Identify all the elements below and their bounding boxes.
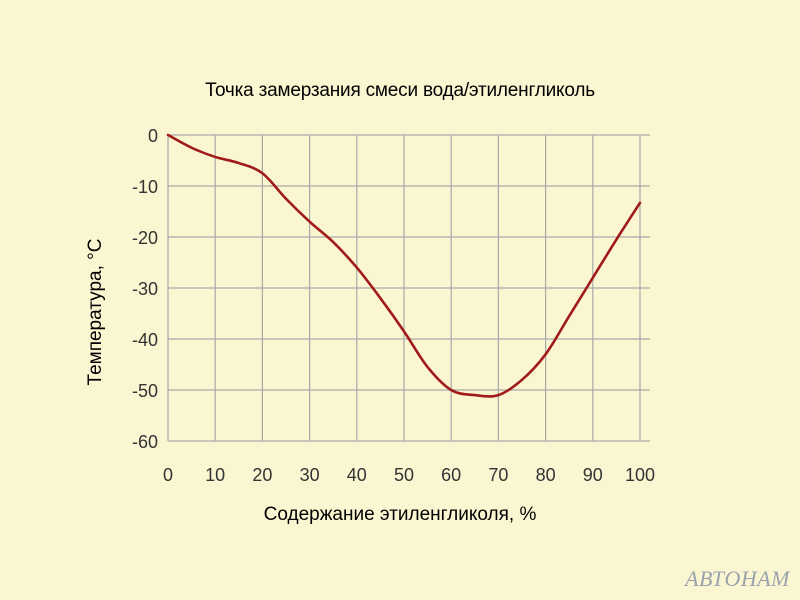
watermark-logo: АВТОНАМ [685,566,790,591]
x-axis-label: Содержание этиленгликоля, % [264,504,537,525]
x-tick-label: 20 [252,465,272,485]
series-layer [166,133,642,398]
grid [167,134,650,442]
x-tick-label: 10 [205,465,225,485]
chart-title: Точка замерзания смеси вода/этиленгликол… [205,80,595,101]
y-tick-label: -30 [132,279,158,299]
x-tick-label: 100 [625,465,655,485]
x-tick-label: 80 [536,465,556,485]
y-tick-label: -40 [132,330,158,350]
y-tick-label: -20 [132,228,158,248]
series-line [166,133,642,398]
y-tick-label: -50 [132,381,158,401]
y-tick-label: 0 [148,126,158,146]
tick-labels: 0 10 20 30 40 50 60 70 80 90 100 0 -10 -20 -30 -40 -50 -6… [132,126,655,485]
y-tick-label: -60 [132,432,158,452]
x-tick-label: 40 [347,465,367,485]
y-axis-label: Температура, °C [85,239,106,386]
y-tick-label: -10 [132,177,158,197]
x-tick-label: 70 [488,465,508,485]
x-tick-label: 50 [394,465,414,485]
x-tick-label: 30 [300,465,320,485]
x-tick-label: 90 [583,465,603,485]
x-tick-label: 60 [441,465,461,485]
x-tick-label: 0 [163,465,173,485]
